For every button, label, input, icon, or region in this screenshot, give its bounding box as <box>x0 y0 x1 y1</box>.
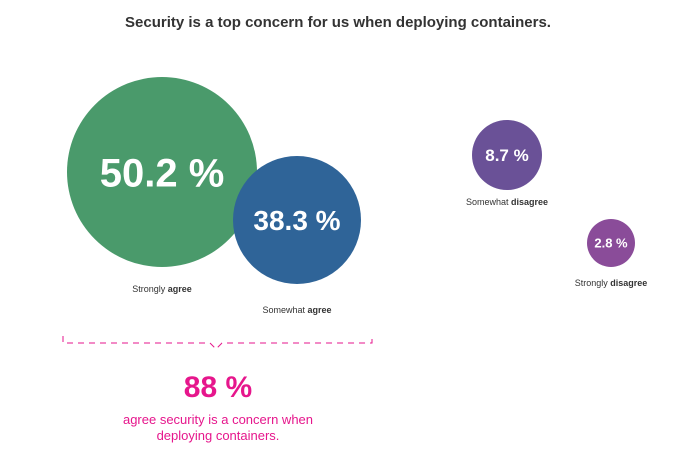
bubble <box>587 219 635 267</box>
bubble-value-label: 50.2 % <box>100 151 225 195</box>
bubble-category-label: Somewhat agree <box>262 305 331 315</box>
bubble-category-label: Strongly disagree <box>575 278 648 288</box>
chart-title: Security is a top concern for us when de… <box>125 14 551 31</box>
bubble-value-label: 38.3 % <box>253 205 340 236</box>
bubble <box>472 120 542 190</box>
bubble-category-label: Strongly agree <box>132 284 192 294</box>
bubble <box>67 77 257 267</box>
summary-line-2: deploying containers. <box>157 428 280 443</box>
bubble-category-label: Somewhat disagree <box>466 197 548 207</box>
summary-line-1: agree security is a concern when <box>123 412 313 427</box>
bubble-value-label: 2.8 % <box>594 236 628 251</box>
bracket <box>62 336 373 350</box>
bubble <box>233 156 361 284</box>
summary-value: 88 % <box>184 371 252 404</box>
bubble-value-label: 8.7 % <box>485 146 528 165</box>
